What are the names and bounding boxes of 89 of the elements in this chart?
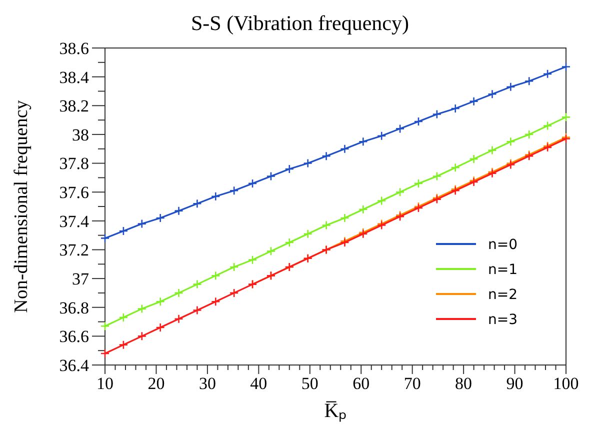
y-tick-label: 37.4: [59, 212, 90, 231]
y-tick-label: 36.4: [59, 356, 90, 375]
y-tick-label: 36.8: [59, 298, 89, 318]
point: [561, 62, 571, 72]
point: [156, 322, 165, 332]
point: [266, 172, 276, 181]
x-tick-label: 60: [352, 374, 370, 393]
point: [524, 130, 534, 140]
point: [488, 89, 497, 99]
point: [174, 288, 184, 298]
point: [229, 186, 239, 196]
point: [469, 96, 478, 106]
point: [156, 296, 165, 306]
x-tick-label: 20: [148, 374, 165, 393]
point: [248, 178, 258, 188]
point: [100, 348, 110, 358]
point: [303, 158, 312, 168]
point: [561, 112, 571, 122]
point: [376, 196, 386, 206]
y-tick-label: 38.4: [59, 68, 90, 87]
x-axis-title: K̅ₚ: [324, 400, 347, 422]
point: [358, 204, 368, 214]
point: [118, 312, 128, 322]
y-tick-label: 37.2: [59, 240, 89, 260]
x-tick-label: 100: [553, 374, 579, 393]
point: [210, 271, 220, 280]
point: [432, 172, 442, 181]
x-tick-label: 80: [455, 374, 472, 393]
point: [432, 110, 442, 119]
point: [395, 187, 405, 197]
point: [210, 192, 220, 202]
point: [524, 76, 534, 86]
point: [542, 121, 552, 130]
point: [303, 229, 312, 239]
point: [248, 255, 258, 264]
point: [229, 262, 239, 272]
legend-label: n=2: [488, 286, 518, 303]
x-tick-label: 90: [506, 374, 524, 393]
y-tick-label: 38: [72, 125, 89, 144]
point: [322, 220, 331, 230]
point: [358, 137, 368, 146]
point: [450, 162, 460, 172]
point: [469, 154, 478, 164]
point: [192, 306, 202, 315]
point: [137, 304, 147, 314]
point: [395, 124, 405, 134]
point: [137, 332, 147, 341]
legend-label: n=0: [488, 236, 518, 253]
y-tick-label: 37.6: [59, 183, 89, 202]
point: [340, 213, 350, 223]
point: [100, 234, 110, 243]
y-tick-label: 38.2: [59, 96, 89, 116]
x-tick-label: 30: [198, 374, 216, 393]
y-tick-label: 36.6: [59, 327, 89, 346]
point: [414, 116, 424, 126]
chart-title: S-S (Vibration frequency): [190, 11, 410, 35]
point: [322, 151, 331, 161]
y-axis-title: Non-dimensional frequency: [11, 100, 32, 313]
point: [284, 164, 294, 174]
point: [174, 314, 184, 324]
point: [156, 213, 165, 223]
point: [414, 178, 424, 188]
point: [192, 280, 202, 289]
legend-label: n=3: [488, 312, 518, 328]
point: [542, 69, 552, 79]
y-tick-label: 38.6: [59, 38, 89, 58]
point: [376, 131, 386, 141]
point: [284, 238, 294, 248]
point: [192, 198, 202, 208]
y-tick-label: 37.8: [59, 154, 89, 174]
point: [450, 104, 460, 114]
x-tick-label: 40: [250, 374, 268, 393]
point: [137, 219, 147, 228]
x-tick-label: 10: [96, 374, 114, 393]
point: [506, 137, 516, 146]
point: [229, 288, 239, 298]
point: [506, 82, 516, 92]
x-tick-label: 70: [404, 374, 421, 393]
point: [174, 206, 184, 216]
point: [118, 226, 128, 236]
legend-label: n=1: [488, 262, 518, 278]
point: [100, 321, 110, 331]
x-tick-label: 50: [301, 374, 318, 393]
y-tick-label: 37: [72, 269, 90, 288]
point: [118, 340, 128, 350]
point: [340, 144, 350, 154]
point: [488, 146, 497, 155]
point: [210, 296, 220, 306]
point: [266, 246, 276, 256]
